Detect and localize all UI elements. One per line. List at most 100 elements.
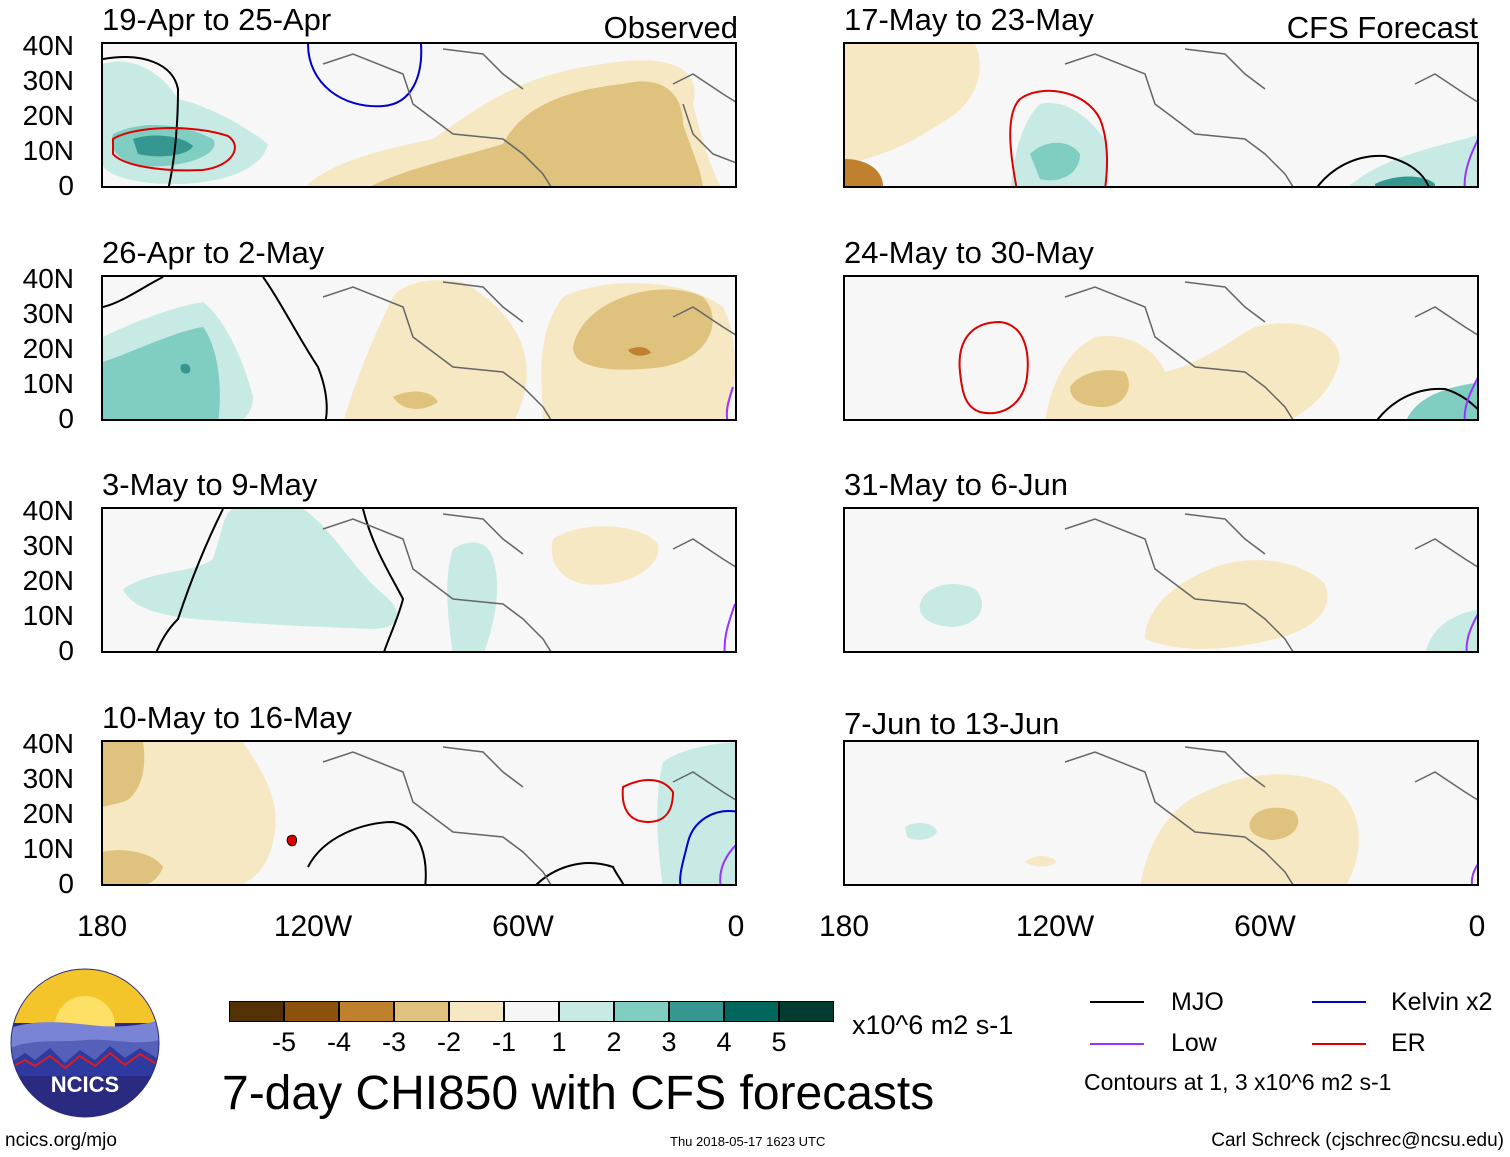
anomaly-negative-region xyxy=(1145,560,1328,649)
main-title: 7-day CHI850 with CFS forecasts xyxy=(222,1067,935,1120)
lon-tick: 60W xyxy=(492,910,554,943)
anomaly-negative-region xyxy=(1025,856,1057,867)
anomaly-negative-region xyxy=(1045,323,1340,419)
anomaly-negative-region xyxy=(1249,807,1299,840)
kelvin-label: Kelvin x2 xyxy=(1391,988,1493,1016)
panel-title-7: 31-May to 6-Jun xyxy=(844,467,1068,502)
ncics-logo: NCICS xyxy=(10,968,160,1118)
lat-tick: 30N xyxy=(22,298,74,329)
er-contour xyxy=(958,320,1029,415)
panel-title-1: 19-Apr to 25-Apr xyxy=(102,2,332,37)
legend-tick: -5 xyxy=(271,1027,296,1057)
anomaly-positive-region xyxy=(447,542,498,651)
lat-tick: 10N xyxy=(22,135,74,166)
anomaly-negative-region xyxy=(344,280,527,419)
low-label: Low xyxy=(1171,1029,1217,1057)
lat-tick: 40N xyxy=(22,495,74,526)
panel-title-6: 24-May to 30-May xyxy=(844,235,1094,270)
low-line-sample xyxy=(1090,1043,1144,1045)
kelvin-contour xyxy=(679,810,735,884)
land-outline xyxy=(322,513,735,651)
anomaly-positive-region xyxy=(1375,176,1435,186)
legend-swatch xyxy=(724,1001,779,1022)
lat-tick: 30N xyxy=(22,65,74,96)
map-panel-6 xyxy=(843,275,1479,421)
anomaly-positive-region xyxy=(1030,142,1080,181)
legend-tick: 4 xyxy=(716,1027,732,1057)
mjo-line-sample xyxy=(1090,1001,1144,1003)
legend-tick: 2 xyxy=(606,1027,622,1057)
low-contour xyxy=(1470,863,1477,884)
land-outline xyxy=(1064,48,1477,186)
er-line-sample xyxy=(1312,1043,1366,1045)
land-outline xyxy=(1064,513,1477,651)
legend-tick: -2 xyxy=(436,1027,461,1057)
legend-swatch xyxy=(669,1001,724,1022)
legend-swatch xyxy=(394,1001,449,1022)
low-contour xyxy=(1465,613,1477,651)
low-contour xyxy=(723,603,735,651)
mjo-contour xyxy=(1316,154,1430,186)
lat-tick: 20N xyxy=(22,565,74,596)
lat-tick: 40N xyxy=(22,30,74,61)
anomaly-positive-region xyxy=(1426,609,1477,651)
lat-tick: 10N xyxy=(22,368,74,399)
lon-tick: 60W xyxy=(1234,910,1296,943)
panel-title-8: 7-Jun to 13-Jun xyxy=(844,706,1060,741)
map-panel-5 xyxy=(843,42,1479,188)
land-outline xyxy=(322,746,735,884)
low-contour xyxy=(1463,377,1477,419)
legend-tick: 3 xyxy=(661,1027,677,1057)
mjo-contour xyxy=(103,56,180,186)
map-panel-4 xyxy=(101,740,737,886)
mjo-contour xyxy=(155,509,405,651)
low-contour xyxy=(725,386,734,419)
kelvin-contour xyxy=(307,44,423,108)
anomaly-negative-region xyxy=(551,526,659,585)
anomaly-negative-region xyxy=(393,391,438,409)
legend-units: x10^6 m2 s-1 xyxy=(852,1010,1014,1040)
legend-swatch xyxy=(559,1001,614,1022)
anomaly-positive-region xyxy=(133,135,193,157)
panel-title-4: 10-May to 16-May xyxy=(102,700,352,735)
lon-tick: 180 xyxy=(76,910,128,943)
legend-swatch xyxy=(284,1001,339,1022)
lon-tick: 120W xyxy=(273,910,353,943)
legend-swatch xyxy=(449,1001,504,1022)
legend-swatch xyxy=(504,1001,559,1022)
anomaly-negative-region xyxy=(371,81,703,186)
land-outline xyxy=(1064,281,1477,419)
anomaly-positive-region xyxy=(919,584,983,627)
anomaly-positive-region xyxy=(1349,135,1477,186)
er-contour xyxy=(112,127,236,172)
anomaly-negative-region xyxy=(1070,370,1129,407)
footer-left[interactable]: ncics.org/mjo xyxy=(5,1130,117,1151)
lat-tick: 0 xyxy=(58,403,74,434)
temperature-line xyxy=(11,1051,159,1070)
map-panel-7 xyxy=(843,507,1479,653)
anomaly-positive-region xyxy=(180,363,191,374)
lon-tick: 0 xyxy=(1468,910,1486,943)
lat-tick: 0 xyxy=(58,868,74,899)
panel-label-observed: Observed xyxy=(603,10,738,45)
anomaly-positive-region xyxy=(905,822,937,840)
anomaly-negative-region xyxy=(845,44,980,164)
footer-author[interactable]: Carl Schreck (cjschrec@ncsu.edu) xyxy=(1211,1130,1504,1151)
legend-tick: -3 xyxy=(381,1027,406,1057)
anomaly-positive-region xyxy=(1406,382,1477,419)
anomaly-negative-region xyxy=(103,850,163,884)
lat-tick: 30N xyxy=(22,763,74,794)
land-outline xyxy=(322,281,735,419)
panel-title-5: 17-May to 23-May xyxy=(844,2,1094,37)
lat-tick: 40N xyxy=(22,728,74,759)
mjo-contour xyxy=(307,820,625,884)
er-contour xyxy=(286,834,298,847)
anomaly-negative-region xyxy=(103,742,145,807)
lat-tick: 20N xyxy=(22,100,74,131)
map-panel-1 xyxy=(101,42,737,188)
legend-swatch xyxy=(614,1001,669,1022)
low-contour xyxy=(719,844,735,884)
lat-tick: 0 xyxy=(58,635,74,666)
footer-timestamp: Thu 2018-05-17 1623 UTC xyxy=(670,1134,826,1149)
lat-tick: 10N xyxy=(22,600,74,631)
